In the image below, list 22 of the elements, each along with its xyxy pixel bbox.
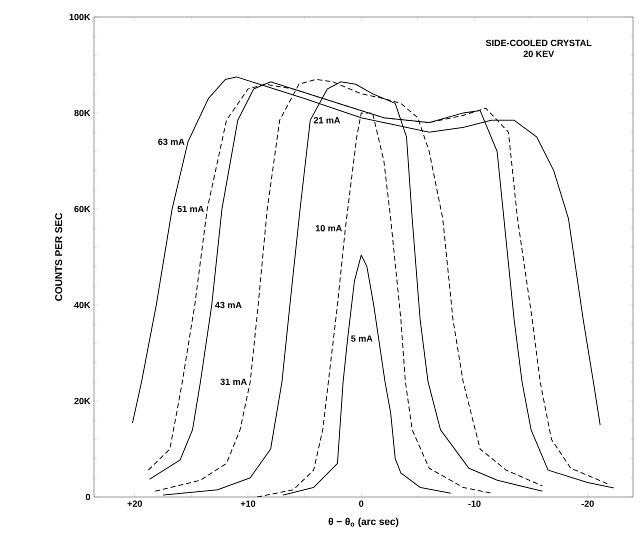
text: 20 KEV <box>524 50 554 58</box>
series-label: 51 mA <box>177 206 204 212</box>
y-tick-label: 100K <box>70 14 90 20</box>
x-tick-label: -10 <box>468 500 481 507</box>
y-tick-label: 80K <box>74 110 90 116</box>
series-label: 10 mA <box>316 225 342 232</box>
y-tick-label: 20K <box>74 398 90 404</box>
x-tick-label: +10 <box>240 500 256 507</box>
x-axis-title: θ − θ$_{o}$ (arc sec) <box>328 518 398 527</box>
y-tick-label: 40K <box>74 302 90 308</box>
series-label: 31 mA <box>220 378 247 385</box>
series-label: 63 mA <box>158 138 185 145</box>
x-tick-label: 0 <box>359 500 364 507</box>
y-tick-label: 60K <box>74 206 90 212</box>
series-label: 43 mA <box>215 302 242 308</box>
text: SIDE-COOLED CRYSTAL <box>486 40 592 46</box>
x-tick-label: -20 <box>582 500 594 507</box>
x-tick-label: +20 <box>128 500 142 507</box>
series-label: 21 mA <box>314 117 340 124</box>
y-tick-label: 0 <box>86 494 90 500</box>
series-label: 5 mA <box>351 335 373 342</box>
y-axis-title: COUNTS PER SEC <box>55 212 62 301</box>
